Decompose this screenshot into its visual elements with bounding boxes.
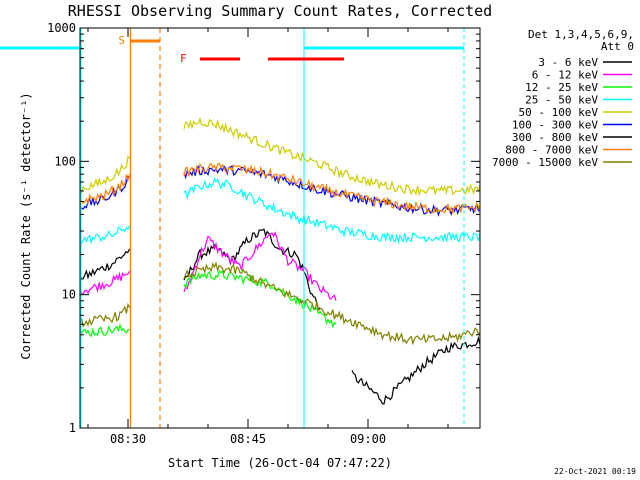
- legend-entry-label: 100 - 300 keV: [512, 119, 598, 132]
- legend-entry-label: 800 - 7000 keV: [505, 144, 598, 157]
- generated-timestamp: 22-Oct-2021 00:19: [554, 467, 636, 476]
- chart-title: RHESSI Observing Summary Count Rates, Co…: [68, 2, 492, 20]
- series-line-1-segment-1: [183, 231, 337, 301]
- legend-header-line-2: Att 0: [601, 40, 634, 53]
- legend-entry-label: 7000 - 15000 keV: [492, 156, 598, 169]
- series-line-5-segment-1: [183, 164, 480, 217]
- series-line-0-segment-1: [183, 228, 321, 311]
- y-tick-label: 1000: [47, 21, 76, 35]
- x-tick-label: 09:00: [350, 432, 386, 446]
- y-axis-label: Corrected Count Rate (s⁻¹ detector⁻¹): [19, 92, 33, 359]
- series-line-8-segment-1: [183, 261, 480, 346]
- x-tick-label: 08:30: [110, 432, 146, 446]
- series-line-2-segment-1: [183, 270, 337, 329]
- series-line-7-segment-1: [183, 162, 480, 215]
- series-line-3-segment-1: [183, 177, 480, 244]
- flare-label: F: [180, 52, 187, 65]
- legend-entry-label: 6 - 12 keV: [532, 69, 599, 82]
- y-tick-label: 100: [54, 154, 76, 168]
- legend-entry-label: 12 - 25 keV: [525, 81, 598, 94]
- x-tick-label: 08:45: [230, 432, 266, 446]
- plot-frame: [79, 27, 481, 429]
- legend-entry-label: 300 - 800 keV: [512, 131, 598, 144]
- y-tick-label: 10: [62, 288, 76, 302]
- series-line-0-segment-2: [351, 335, 480, 405]
- y-axis-label-group: Corrected Count Rate (s⁻¹ detector⁻¹): [19, 92, 33, 359]
- series-line-4-segment-1: [183, 116, 480, 197]
- saa-label: S: [118, 34, 125, 47]
- series-line-1-segment-0: [80, 270, 131, 296]
- legend-header-line-1: Det 1,3,4,5,6,9,: [528, 28, 634, 41]
- y-tick-label: 1: [69, 421, 76, 435]
- x-axis-label: Start Time (26-Oct-04 07:47:22): [168, 456, 392, 470]
- legend-entry-label: 3 - 6 keV: [538, 56, 598, 69]
- legend-entry-label: 50 - 100 keV: [519, 106, 599, 119]
- legend-entry-label: 25 - 50 keV: [525, 94, 598, 107]
